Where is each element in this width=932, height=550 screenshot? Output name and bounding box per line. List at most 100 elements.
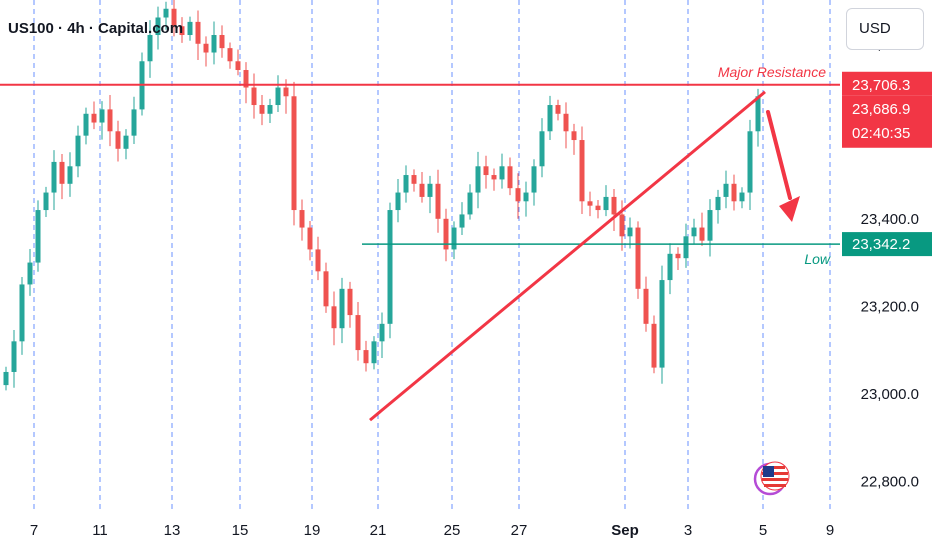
candle-body	[651, 323, 657, 368]
candle-body	[659, 280, 665, 368]
time-tick-label: 3	[684, 522, 692, 539]
candle-body	[59, 161, 65, 184]
us-flag-icon[interactable]	[753, 461, 790, 496]
candle-body	[323, 271, 329, 307]
candle-body	[3, 371, 9, 386]
candle-body	[627, 227, 633, 237]
time-tick-label: 11	[92, 522, 108, 539]
candle-body	[275, 87, 281, 106]
drawings[interactable]	[0, 83, 840, 422]
candle-body	[595, 205, 601, 211]
candle-body	[91, 113, 97, 123]
candle-body	[379, 323, 385, 342]
candle-body	[107, 109, 113, 132]
candle-body	[451, 227, 457, 250]
candle-body	[467, 192, 473, 215]
candle-body	[315, 249, 321, 272]
candle-body	[747, 131, 753, 193]
candle-body	[123, 135, 129, 149]
candle-body	[363, 350, 369, 364]
candle-body	[43, 192, 49, 211]
candle-body	[523, 192, 529, 202]
candle-body	[19, 284, 25, 342]
candle-body	[515, 188, 521, 202]
ascending-trendline[interactable]	[369, 90, 766, 422]
candle-body	[267, 105, 273, 114]
time-tick-label: Sep	[611, 522, 639, 539]
candle-body	[539, 131, 545, 167]
candle-body	[691, 227, 697, 237]
time-tick-label: 13	[164, 522, 181, 539]
candle-body	[283, 87, 289, 97]
candle-body	[571, 131, 577, 141]
candle-body	[259, 105, 265, 114]
candle-body	[83, 113, 89, 136]
candle-body	[619, 214, 625, 237]
time-tick-label: 19	[304, 522, 321, 539]
candle-body	[587, 201, 593, 206]
candle-body	[755, 96, 761, 132]
candle-body	[643, 288, 649, 324]
major-resistance-label: Major Resistance	[718, 64, 826, 80]
grid-lines	[33, 0, 831, 510]
candle-body	[723, 183, 729, 197]
candle-body	[187, 21, 193, 36]
candle-body	[499, 166, 505, 180]
candle-body	[211, 35, 217, 53]
candle-body	[131, 109, 137, 136]
candle-body	[171, 8, 177, 27]
candle-body	[411, 175, 417, 184]
bar-countdown: 02:40:35	[852, 125, 910, 142]
time-tick-label: 21	[370, 522, 387, 539]
candle-body	[35, 210, 41, 263]
candle-body	[51, 161, 57, 193]
candle-body	[27, 262, 33, 285]
time-tick-label: 15	[232, 522, 249, 539]
candle-body	[147, 35, 153, 62]
time-tick-label: 5	[759, 522, 767, 539]
resistance-price-value: 23,706.3	[852, 77, 910, 94]
resistance-price-tag	[842, 71, 932, 96]
candle-body	[219, 35, 225, 49]
candle-body	[291, 96, 297, 211]
candle-body	[483, 166, 489, 176]
symbol-title: US100 · 4h · Capital.com	[8, 20, 183, 37]
candle-body	[699, 227, 705, 241]
last-price-value: 23,686.9	[852, 101, 910, 118]
candle-body	[667, 253, 673, 281]
candle-body	[355, 315, 361, 351]
candle-body	[603, 196, 609, 211]
support-price-value: 23,342.2	[852, 236, 910, 253]
down-arrow-icon	[766, 110, 792, 200]
candle-body	[307, 227, 313, 250]
candle-body	[611, 196, 617, 215]
support-price-tag	[842, 232, 932, 257]
candle-body	[403, 175, 409, 193]
candle-body	[347, 288, 353, 316]
candle-body	[419, 183, 425, 197]
candle-body	[99, 109, 105, 123]
candle-body	[683, 236, 689, 259]
candle-body	[731, 183, 737, 202]
price-tick-label: 22,800.0	[861, 473, 919, 490]
candle-body	[203, 43, 209, 53]
candle-body	[531, 166, 537, 193]
candle-body	[163, 8, 169, 18]
candle-body	[475, 166, 481, 193]
last-price-tag	[842, 95, 932, 148]
candle-body	[67, 166, 73, 184]
time-axis[interactable]: 7 11 13 15 19 21 25 27 Sep 3 5 9	[30, 522, 834, 539]
candle-body	[155, 17, 161, 36]
candle-body	[395, 192, 401, 211]
candle-body	[387, 210, 393, 324]
down-arrow-head-icon	[779, 196, 800, 222]
candle-body	[507, 166, 513, 189]
time-tick-label: 25	[444, 522, 461, 539]
candle-body	[579, 140, 585, 202]
candle-body	[675, 253, 681, 259]
low-label: Low	[804, 251, 831, 267]
candle-body	[235, 61, 241, 71]
currency-selector[interactable]: USD	[846, 8, 924, 50]
price-tick-label: 23,200.0	[861, 298, 919, 315]
